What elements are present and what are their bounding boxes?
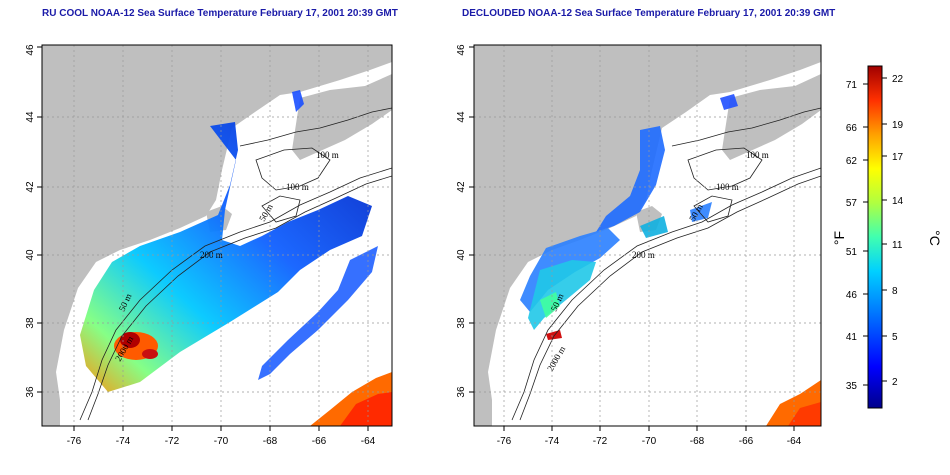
right-bathymetry-contours — [511, 107, 821, 421]
x-tick-label: -74 — [116, 436, 131, 447]
fahrenheit-tick: 62 — [846, 156, 858, 167]
celsius-unit-label: °C — [927, 230, 943, 246]
right-nova-scotia — [722, 74, 821, 160]
x-tick-label: -66 — [312, 436, 327, 447]
x-tick-label: -64 — [361, 436, 376, 447]
right-grid — [474, 45, 821, 426]
y-tick-label: 46 — [25, 44, 36, 56]
left-y-axis: 36 38 40 42 44 46 — [25, 44, 42, 398]
right-x-axis: -76 -74 -72 -70 -68 -66 -64 — [497, 426, 802, 447]
colorbar-gradient — [867, 65, 883, 409]
y-tick-label: 40 — [456, 249, 467, 261]
celsius-tick: 14 — [892, 196, 904, 207]
right-panel-title: DECLOUDED NOAA-12 Sea Surface Temperatur… — [462, 8, 836, 19]
fahrenheit-unit-label: °F — [831, 231, 847, 245]
celsius-tick: 11 — [892, 240, 903, 251]
fahrenheit-tick: 41 — [846, 332, 858, 343]
y-tick-label: 36 — [456, 386, 467, 398]
x-tick-label: -70 — [214, 436, 229, 447]
left-sst-overlay — [80, 90, 392, 426]
celsius-tick: 2 — [892, 377, 898, 388]
x-tick-label: -72 — [165, 436, 180, 447]
fahrenheit-tick: 71 — [846, 80, 858, 91]
right-sst-overlay — [520, 94, 821, 426]
y-tick-label: 40 — [25, 249, 36, 261]
x-tick-label: -64 — [787, 436, 802, 447]
y-tick-label: 38 — [456, 317, 467, 329]
right-contour-label: 100 m — [716, 182, 739, 192]
left-map-frame — [41, 44, 393, 427]
fahrenheit-tick: 46 — [846, 290, 858, 301]
colorbar: 71 66 62 57 51 46 41 35 22 19 17 14 11 8… — [831, 65, 943, 409]
right-contour-label: 200 m — [632, 250, 655, 260]
celsius-tick: 17 — [892, 152, 904, 163]
fahrenheit-tick: 35 — [846, 381, 858, 392]
right-contour-label: 100 m — [746, 150, 769, 160]
x-tick-label: -76 — [497, 436, 512, 447]
x-tick-label: -74 — [545, 436, 560, 447]
x-tick-label: -68 — [690, 436, 705, 447]
right-land — [474, 45, 821, 426]
celsius-tick: 8 — [892, 286, 898, 297]
y-tick-label: 42 — [456, 181, 467, 193]
y-tick-label: 44 — [25, 111, 36, 123]
right-map: 100 m 100 m 50 m 200 m 50 m 2000 m — [473, 44, 822, 427]
right-y-axis: 36 38 40 42 44 46 — [456, 44, 474, 398]
left-panel-title: RU COOL NOAA-12 Sea Surface Temperature … — [42, 8, 398, 19]
left-bathymetry-contours — [79, 107, 392, 421]
celsius-tick: 22 — [892, 74, 904, 85]
left-contour-label: 200 m — [200, 250, 223, 260]
fahrenheit-tick: 66 — [846, 123, 858, 134]
left-map: 100 m 100 m 50 m 200 m 50 m 2000 m — [41, 44, 393, 427]
right-map-frame — [473, 44, 822, 427]
left-x-axis: -76 -74 -72 -70 -68 -66 -64 — [67, 426, 376, 447]
y-tick-label: 36 — [25, 386, 36, 398]
celsius-tick: 19 — [892, 120, 904, 131]
left-contour-label: 100 m — [316, 150, 339, 160]
y-tick-label: 44 — [456, 111, 467, 123]
y-tick-label: 38 — [25, 317, 36, 329]
x-tick-label: -66 — [739, 436, 754, 447]
celsius-tick: 5 — [892, 332, 898, 343]
fahrenheit-tick: 51 — [846, 247, 858, 258]
x-tick-label: -72 — [593, 436, 608, 447]
left-land — [42, 45, 392, 426]
x-tick-label: -70 — [642, 436, 657, 447]
left-grid — [42, 45, 392, 426]
fahrenheit-tick: 57 — [846, 198, 858, 209]
y-tick-label: 42 — [25, 181, 36, 193]
x-tick-label: -68 — [263, 436, 278, 447]
y-tick-label: 46 — [456, 44, 467, 56]
x-tick-label: -76 — [67, 436, 82, 447]
